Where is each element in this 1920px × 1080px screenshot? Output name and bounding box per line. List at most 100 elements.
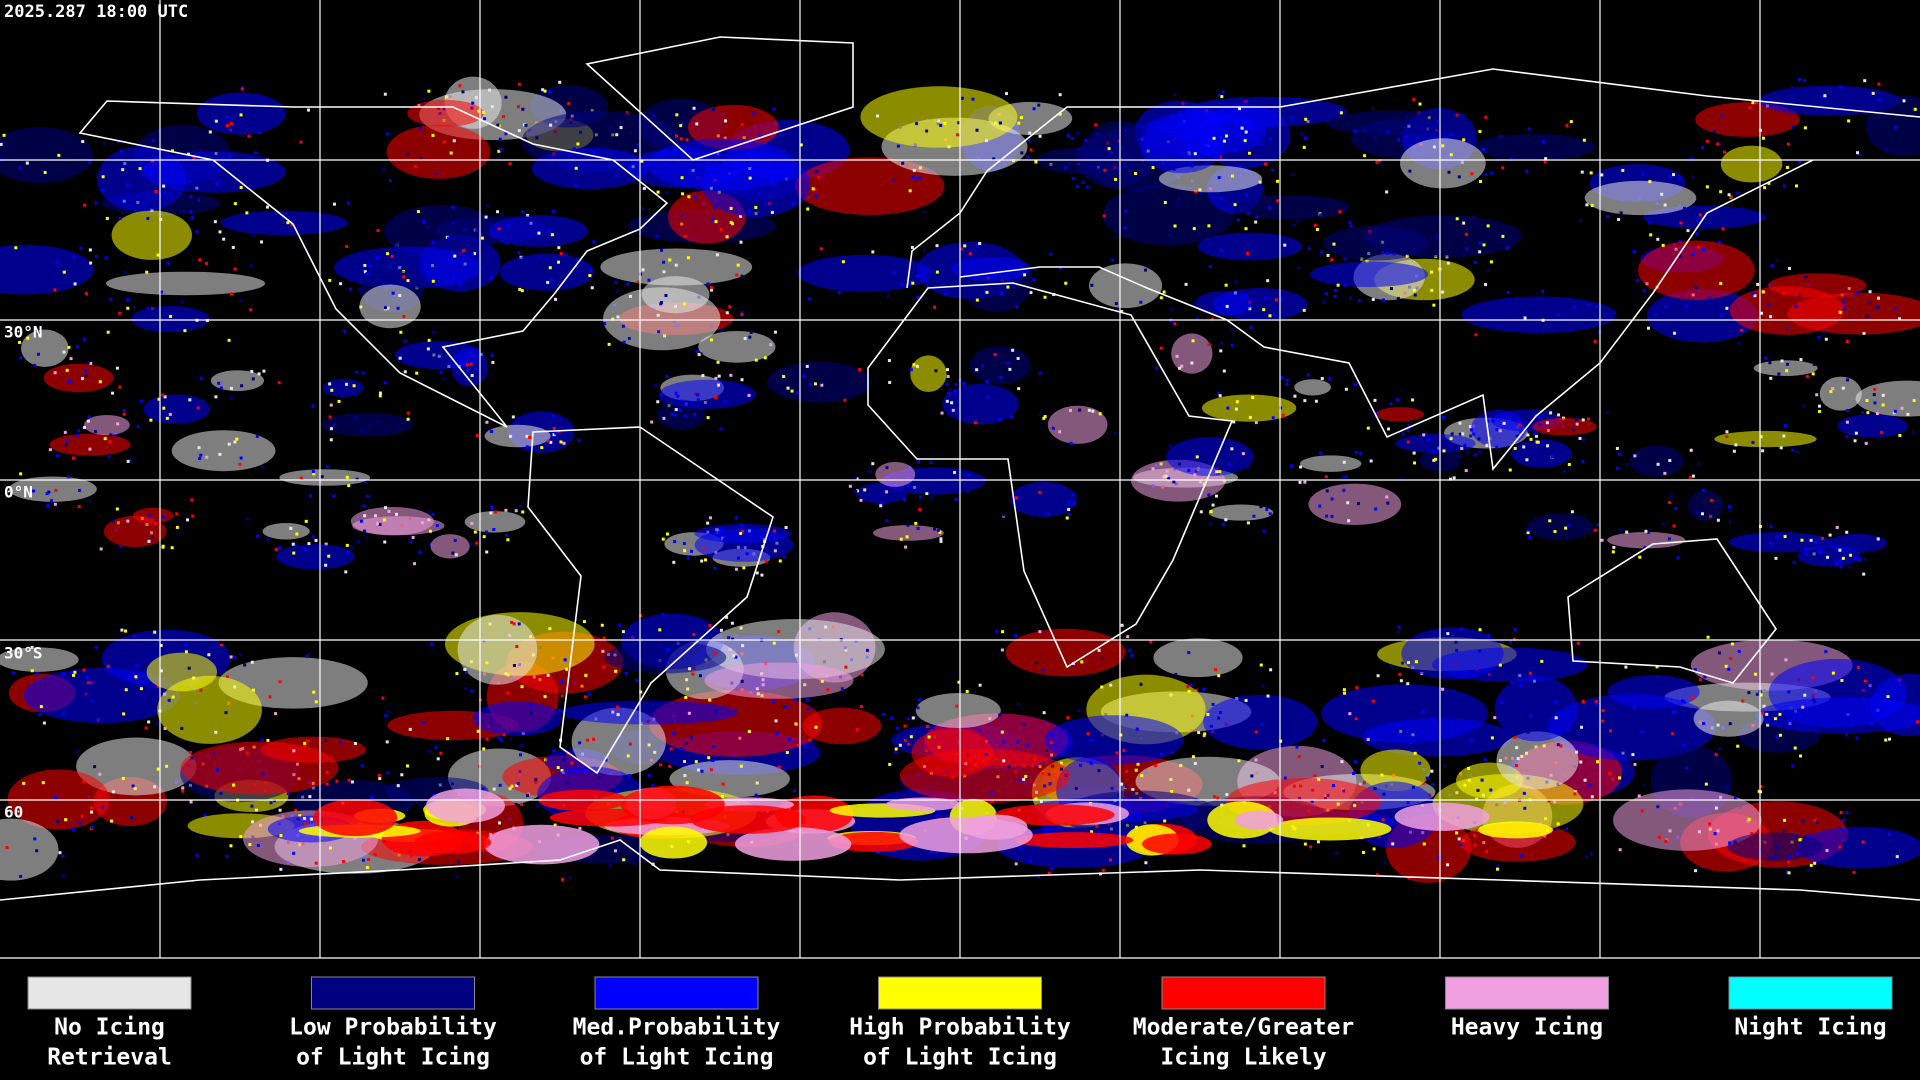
icing-pixel bbox=[138, 167, 142, 171]
icing-pixel bbox=[1526, 531, 1530, 535]
icing-pixel bbox=[504, 533, 508, 537]
icing-pixel bbox=[696, 398, 700, 402]
icing-pixel bbox=[187, 666, 191, 670]
icing-pixel bbox=[1097, 769, 1101, 773]
icing-pixel bbox=[1722, 150, 1726, 154]
icing-pixel bbox=[152, 316, 156, 320]
icing-pixel bbox=[494, 510, 498, 514]
icing-pixel bbox=[911, 281, 915, 285]
icing-pixel bbox=[1684, 304, 1688, 308]
icing-pixel bbox=[475, 228, 479, 232]
icing-pixel bbox=[1702, 248, 1706, 252]
icing-patch bbox=[43, 363, 114, 393]
icing-pixel bbox=[1169, 319, 1173, 323]
coast-australia bbox=[1567, 538, 1777, 684]
icing-pixel bbox=[1058, 112, 1062, 116]
icing-patch bbox=[1321, 684, 1489, 743]
icing-pixel bbox=[1635, 278, 1639, 282]
icing-pixel bbox=[888, 380, 892, 384]
icing-pixel bbox=[320, 786, 324, 790]
icing-pixel bbox=[384, 506, 388, 510]
icing-pixel bbox=[398, 356, 402, 360]
icing-pixel bbox=[745, 552, 749, 556]
icing-pixel bbox=[1424, 431, 1428, 435]
icing-pixel bbox=[470, 373, 474, 377]
icing-pixel bbox=[1730, 642, 1734, 646]
icing-pixel bbox=[1831, 671, 1835, 675]
icing-pixel bbox=[327, 554, 331, 558]
icing-pixel bbox=[1553, 530, 1557, 534]
latitude-label: 0°N bbox=[4, 483, 33, 502]
icing-pixel bbox=[1250, 774, 1254, 778]
icing-pixel bbox=[608, 864, 612, 868]
icing-pixel bbox=[1017, 779, 1021, 783]
icing-pixel bbox=[94, 645, 98, 649]
icing-pixel bbox=[411, 535, 415, 539]
icing-pixel bbox=[1529, 714, 1533, 718]
icing-pixel bbox=[98, 772, 102, 776]
icing-pixel bbox=[1566, 728, 1570, 732]
icing-pixel bbox=[901, 489, 905, 493]
icing-pixel bbox=[1470, 172, 1474, 176]
icing-pixel bbox=[398, 294, 402, 298]
icing-pixel bbox=[734, 655, 738, 659]
icing-pixel bbox=[1625, 463, 1629, 467]
icing-pixel bbox=[1280, 376, 1284, 380]
icing-pixel bbox=[1322, 300, 1326, 304]
icing-patch bbox=[951, 256, 1032, 281]
icing-pixel bbox=[1263, 296, 1267, 300]
icing-pixel bbox=[1499, 640, 1503, 644]
icing-pixel bbox=[363, 514, 367, 518]
icing-pixel bbox=[1470, 738, 1474, 742]
icing-pixel bbox=[554, 431, 558, 435]
icing-pixel bbox=[1027, 138, 1031, 142]
icing-pixel bbox=[1389, 402, 1393, 406]
icing-pixel bbox=[1140, 774, 1144, 778]
icing-pixel bbox=[724, 119, 728, 123]
icing-pixel bbox=[1302, 308, 1306, 312]
icing-pixel bbox=[1213, 156, 1217, 160]
icing-pixel bbox=[1234, 280, 1238, 284]
icing-pixel bbox=[803, 743, 807, 747]
icing-pixel bbox=[1271, 416, 1275, 420]
icing-pixel bbox=[514, 802, 518, 806]
icing-pixel bbox=[109, 433, 113, 437]
icing-pixel bbox=[814, 169, 818, 173]
icing-pixel bbox=[131, 784, 135, 788]
icing-pixel bbox=[77, 821, 81, 825]
icing-pixel bbox=[1672, 524, 1676, 528]
icing-pixel bbox=[978, 241, 982, 245]
icing-pixel bbox=[1331, 784, 1335, 788]
icing-pixel bbox=[1254, 220, 1258, 224]
icing-pixel bbox=[355, 477, 359, 481]
icing-pixel bbox=[957, 121, 961, 125]
icing-pixel bbox=[250, 820, 254, 824]
icing-pixel bbox=[82, 337, 86, 341]
icing-pixel bbox=[71, 828, 75, 832]
icing-pixel bbox=[986, 395, 990, 399]
latitude-labels: 30°N0°N30°S60 bbox=[4, 323, 43, 822]
icing-pixel bbox=[1482, 243, 1486, 247]
icing-pixel bbox=[1333, 295, 1337, 299]
icing-pixel bbox=[1856, 666, 1860, 670]
icing-pixel bbox=[1004, 92, 1008, 96]
icing-pixel bbox=[456, 860, 460, 864]
icing-pixel bbox=[711, 107, 715, 111]
icing-pixel bbox=[1843, 842, 1847, 846]
icing-pixel bbox=[1087, 408, 1091, 412]
icing-patch bbox=[694, 523, 792, 543]
icing-pixel bbox=[627, 336, 631, 340]
icing-pixel bbox=[1828, 533, 1832, 537]
icing-pixel bbox=[962, 381, 966, 385]
icing-pixel bbox=[1134, 825, 1138, 829]
icing-pixel bbox=[98, 380, 102, 384]
icing-pixel bbox=[33, 837, 37, 841]
icing-pixel bbox=[264, 781, 268, 785]
icing-pixel bbox=[1877, 82, 1881, 86]
icing-patch bbox=[0, 127, 93, 184]
icing-pixel bbox=[247, 134, 251, 138]
icing-pixel bbox=[1102, 214, 1106, 218]
icing-pixel bbox=[1804, 275, 1808, 279]
icing-pixel bbox=[1791, 125, 1795, 129]
icing-pixel bbox=[588, 273, 592, 277]
